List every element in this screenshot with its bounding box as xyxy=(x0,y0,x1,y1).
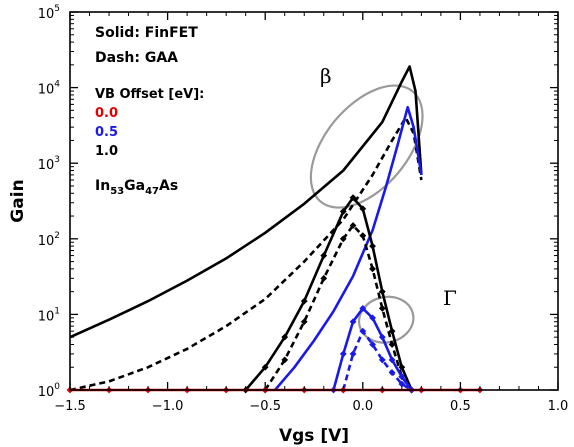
annotation-solid-finfet: Solid: FinFET xyxy=(95,25,198,41)
series-4-marker-8 xyxy=(378,305,386,312)
x-tick-label-4: 0.5 xyxy=(450,399,471,414)
series-3-marker-1 xyxy=(261,363,269,371)
series-line-1 xyxy=(69,116,423,392)
series-5-marker-1 xyxy=(339,350,347,358)
series-3-marker-3 xyxy=(300,297,308,305)
series-5-marker-6 xyxy=(388,356,396,364)
x-tick-label-3: 0.0 xyxy=(352,399,373,414)
series-3-marker-2 xyxy=(281,333,289,341)
series-5-marker-5 xyxy=(378,333,386,341)
series-3-marker-8 xyxy=(369,242,376,250)
series-6-marker-5 xyxy=(388,369,396,376)
series-line-4 xyxy=(264,224,413,391)
x-tick-label-2: −0.5 xyxy=(249,399,281,414)
series-3-marker-9 xyxy=(378,288,386,296)
series-4-marker-6 xyxy=(359,232,367,240)
gamma-label: Γ xyxy=(443,286,457,310)
beta-ellipse xyxy=(309,84,424,209)
series-6-marker-6 xyxy=(398,380,406,388)
legend-title: VB Offset [eV]: xyxy=(95,87,204,102)
x-tick-label-0: −1.5 xyxy=(54,399,86,414)
series-5-marker-3 xyxy=(359,305,367,312)
series-6-marker-3 xyxy=(369,341,376,348)
material-label: In53Ga47As xyxy=(95,178,178,197)
gamma-ellipse xyxy=(357,295,415,344)
y-tick-label-4: 104 xyxy=(38,80,61,98)
series-4-marker-1 xyxy=(281,356,289,364)
axis-ticks: −1.5 −1.0 −0.5 0.0 0.5 1.0 100 101 102 103 104 105 xyxy=(38,4,569,414)
legend-entry-0-5: 0.5 xyxy=(95,125,118,140)
series-3-marker-7 xyxy=(359,205,367,213)
series-5-marker-7 xyxy=(398,373,406,381)
series-line-0 xyxy=(69,65,423,339)
series-5-marker-4 xyxy=(369,314,376,322)
beta-label: β xyxy=(320,64,332,88)
y-tick-label-0: 100 xyxy=(38,382,61,400)
series-3-marker-11 xyxy=(398,363,406,371)
y-tick-label-3: 103 xyxy=(38,155,60,173)
series-4-marker-9 xyxy=(388,341,396,348)
x-axis-label: Vgs [V] xyxy=(279,426,349,446)
series-6-marker-4 xyxy=(378,356,386,364)
x-tick-label-1: −1.0 xyxy=(152,399,184,414)
plot-frame xyxy=(69,11,559,391)
series-5-marker-2 xyxy=(349,318,357,326)
legend-entry-0-0: 0.0 xyxy=(95,106,118,121)
y-tick-label-5: 105 xyxy=(38,4,60,22)
series-6-marker-1 xyxy=(349,350,357,358)
series-3-marker-6 xyxy=(349,194,357,202)
series-4-marker-3 xyxy=(320,274,328,282)
series-6-marker-2 xyxy=(359,327,367,335)
series-3-marker-4 xyxy=(320,252,328,259)
y-axis-label: Gain xyxy=(8,179,28,222)
series-3-marker-5 xyxy=(339,208,347,215)
series-line-2 xyxy=(274,105,423,391)
annotation-dash-gaa: Dash: GAA xyxy=(95,50,178,66)
series-4-marker-7 xyxy=(369,265,376,273)
legend-entry-1-0: 1.0 xyxy=(95,144,118,159)
series-4-marker-4 xyxy=(339,235,347,243)
y-tick-label-1: 101 xyxy=(38,306,60,324)
series-4-marker-2 xyxy=(300,318,308,326)
series-4-marker-5 xyxy=(349,222,357,229)
series-line-6 xyxy=(342,329,413,392)
y-tick-label-2: 102 xyxy=(38,231,60,249)
x-tick-label-5: 1.0 xyxy=(548,399,569,414)
series-3-marker-10 xyxy=(388,327,396,335)
data-layer xyxy=(66,65,484,394)
